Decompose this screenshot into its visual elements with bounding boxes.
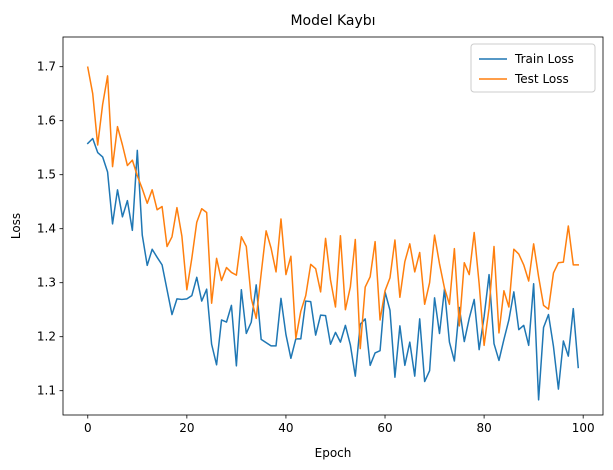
y-tick-label: 1.7 <box>37 60 56 74</box>
series-layer <box>86 66 580 401</box>
legend-label-train-loss: Train Loss <box>514 52 574 66</box>
y-tick-label: 1.5 <box>37 168 56 182</box>
y-tick-label: 1.1 <box>37 384 56 398</box>
x-tick-label: 80 <box>476 421 491 435</box>
y-tick-label: 1.3 <box>37 276 56 290</box>
y-axis-title: Loss <box>9 213 23 239</box>
x-tick-label: 0 <box>84 421 92 435</box>
x-axis-title: Epoch <box>315 446 352 460</box>
series-line-test-loss <box>86 66 579 350</box>
chart-title: Model Kaybı <box>290 13 375 29</box>
y-tick-label: 1.6 <box>37 114 56 128</box>
x-tick-label: 100 <box>572 421 595 435</box>
series-line-train-loss <box>86 137 580 401</box>
x-tick-label: 60 <box>377 421 392 435</box>
legend: Train Loss Test Loss <box>470 43 596 93</box>
x-tick-label: 40 <box>278 421 293 435</box>
legend-label-test-loss: Test Loss <box>514 72 569 86</box>
plot-frame <box>62 36 604 416</box>
x-tick-label: 20 <box>179 421 194 435</box>
y-tick-label: 1.4 <box>37 222 56 236</box>
y-tick-label: 1.2 <box>37 330 56 344</box>
legend-box <box>470 43 596 93</box>
axes-layer: 0 20 40 60 80 100 1.1 1.2 1.3 1.4 1.5 1.6 1.7 <box>37 36 604 435</box>
